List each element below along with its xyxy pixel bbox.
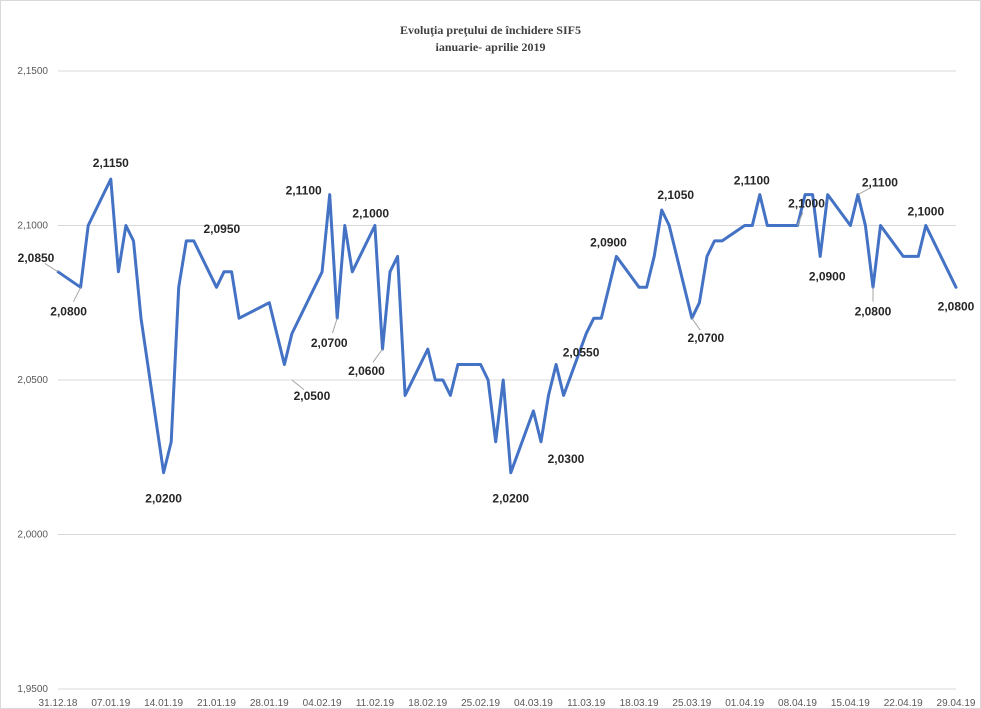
data-label: 2,0900 — [809, 269, 846, 283]
data-label-leader — [72, 287, 82, 302]
y-tick-label: 2,0000 — [17, 530, 48, 541]
x-tick-label: 25.02.19 — [461, 698, 500, 709]
data-label: 2,0700 — [311, 336, 348, 350]
x-tick-label: 11.02.19 — [356, 698, 395, 709]
data-label: 2,0800 — [50, 304, 87, 318]
chart-title: Evoluţia preţului de închidere SIF5 — [400, 23, 581, 37]
x-tick-label: 29.04.19 — [937, 698, 976, 709]
data-label: 2,0500 — [294, 389, 331, 403]
data-label: 2,0900 — [590, 235, 627, 249]
data-label: 2,1050 — [657, 188, 694, 202]
data-label: 2,1000 — [907, 205, 944, 219]
data-label-leader — [44, 263, 59, 273]
data-label-leader — [291, 379, 305, 390]
chart-subtitle: ianuarie- aprilie 2019 — [435, 40, 546, 54]
data-label: 2,0700 — [688, 331, 725, 345]
data-label: 2,0300 — [548, 452, 585, 466]
data-label: 2,0200 — [492, 492, 529, 506]
data-label: 2,1000 — [352, 207, 389, 221]
data-label-leader — [797, 212, 804, 226]
data-label: 2,0550 — [563, 346, 600, 360]
data-label: 2,0800 — [938, 299, 975, 313]
x-tick-label: 18.02.19 — [408, 698, 447, 709]
x-tick-label: 28.01.19 — [250, 698, 289, 709]
x-tick-label: 21.01.19 — [197, 698, 236, 709]
data-label: 2,0950 — [203, 222, 240, 236]
x-tick-label: 14.01.19 — [144, 698, 183, 709]
data-label: 2,0850 — [18, 251, 55, 265]
data-label: 2,0600 — [348, 364, 385, 378]
data-label-leader — [857, 186, 872, 196]
x-tick-label: 04.03.19 — [514, 698, 553, 709]
data-label: 2,1100 — [734, 174, 770, 188]
data-label-leader — [331, 318, 338, 334]
x-tick-label: 08.04.19 — [778, 698, 817, 709]
x-tick-label: 25.03.19 — [672, 698, 711, 709]
x-tick-label: 18.03.19 — [620, 698, 659, 709]
data-label: 2,1000 — [788, 197, 825, 211]
data-label: 2,1100 — [286, 184, 322, 198]
y-tick-label: 2,1500 — [17, 66, 48, 77]
y-tick-label: 2,0500 — [17, 375, 48, 386]
y-tick-label: 2,1000 — [17, 221, 48, 232]
x-tick-label: 04.02.19 — [303, 698, 342, 709]
x-tick-label: 22.04.19 — [884, 698, 923, 709]
x-tick-label: 15.04.19 — [831, 698, 870, 709]
data-label-leader — [372, 348, 383, 363]
data-label: 2,0200 — [145, 492, 182, 506]
data-label: 2,0800 — [855, 304, 892, 318]
x-tick-label: 31.12.18 — [39, 698, 78, 709]
x-tick-label: 07.01.19 — [91, 698, 130, 709]
data-label-leader — [691, 317, 701, 331]
data-label: 2,1150 — [93, 156, 129, 170]
x-tick-label: 01.04.19 — [725, 698, 764, 709]
series-line — [56, 177, 958, 475]
data-label: 2,1100 — [862, 176, 898, 190]
y-tick-label: 1,9500 — [17, 684, 48, 695]
x-tick-label: 11.03.19 — [567, 698, 606, 709]
